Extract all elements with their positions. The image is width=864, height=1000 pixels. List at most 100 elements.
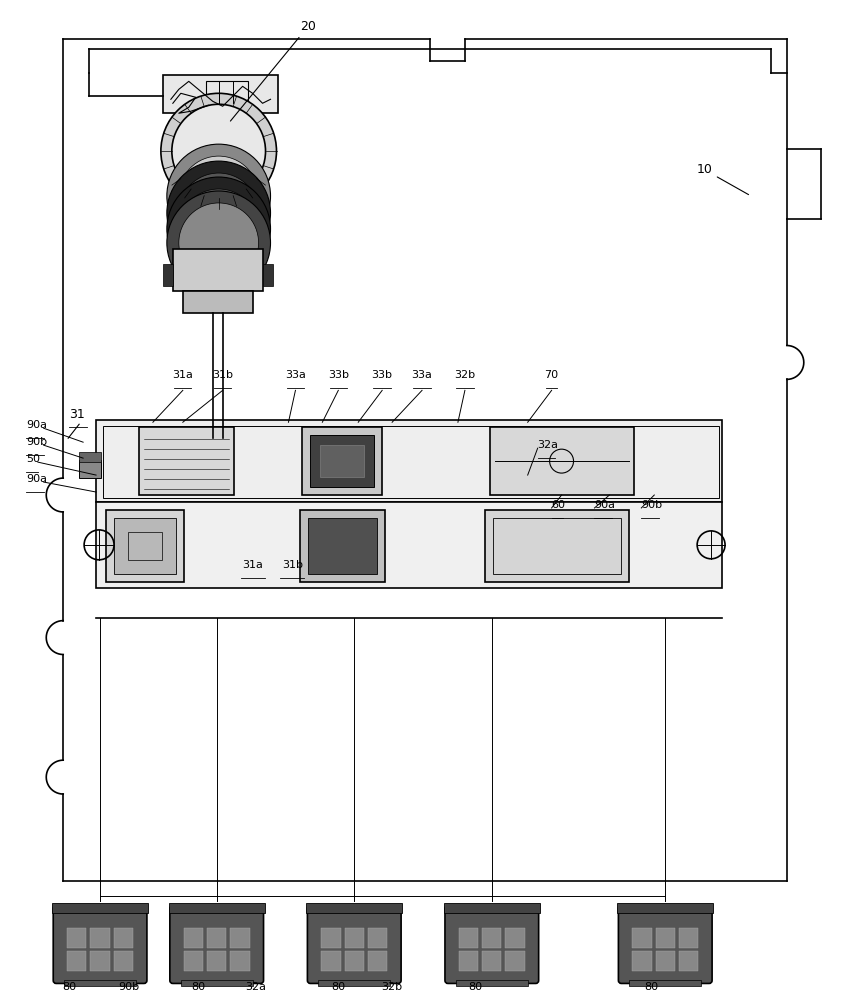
- Text: 31a: 31a: [242, 560, 263, 570]
- Bar: [103, 426, 719, 498]
- Bar: [206, 81, 248, 103]
- FancyBboxPatch shape: [619, 906, 712, 983]
- Bar: [139, 427, 233, 495]
- FancyBboxPatch shape: [54, 906, 147, 983]
- Bar: [163, 75, 278, 113]
- Text: 90b: 90b: [118, 982, 140, 992]
- Bar: [183, 291, 252, 313]
- Text: 80: 80: [192, 982, 206, 992]
- Text: 90a: 90a: [594, 500, 615, 510]
- Circle shape: [172, 104, 265, 198]
- Bar: [629, 980, 701, 986]
- Bar: [492, 518, 621, 574]
- Text: 90a: 90a: [26, 420, 48, 430]
- Text: 20: 20: [231, 20, 316, 121]
- Text: 33b: 33b: [372, 370, 392, 380]
- Text: 32b: 32b: [454, 370, 475, 380]
- Circle shape: [179, 156, 258, 236]
- Bar: [67, 951, 86, 971]
- Bar: [163, 264, 173, 286]
- Bar: [307, 903, 402, 913]
- Text: 10: 10: [696, 163, 748, 195]
- Text: 80: 80: [331, 982, 346, 992]
- Circle shape: [167, 161, 270, 265]
- Text: 31: 31: [69, 408, 85, 421]
- Text: 90b: 90b: [26, 437, 48, 447]
- Bar: [302, 427, 382, 495]
- Bar: [168, 903, 264, 913]
- Circle shape: [167, 191, 270, 295]
- Bar: [618, 903, 713, 913]
- Bar: [96, 502, 722, 588]
- Text: 33a: 33a: [411, 370, 433, 380]
- Text: 90b: 90b: [641, 500, 663, 510]
- Bar: [679, 951, 698, 971]
- Text: 90a: 90a: [26, 474, 48, 484]
- Circle shape: [167, 144, 270, 248]
- Bar: [656, 951, 675, 971]
- Bar: [184, 951, 203, 971]
- Bar: [114, 928, 133, 948]
- Bar: [368, 951, 387, 971]
- Bar: [632, 928, 651, 948]
- Bar: [308, 518, 378, 574]
- Bar: [184, 928, 203, 948]
- Bar: [456, 980, 528, 986]
- Text: 32b: 32b: [382, 982, 403, 992]
- Bar: [67, 928, 86, 948]
- Bar: [459, 951, 478, 971]
- FancyBboxPatch shape: [308, 906, 401, 983]
- Bar: [656, 928, 675, 948]
- Text: 32a: 32a: [245, 982, 266, 992]
- Bar: [91, 951, 110, 971]
- Bar: [444, 903, 540, 913]
- Bar: [679, 928, 698, 948]
- Bar: [321, 951, 340, 971]
- Circle shape: [179, 173, 258, 253]
- Bar: [482, 951, 501, 971]
- Bar: [310, 435, 374, 487]
- Bar: [52, 903, 148, 913]
- Bar: [173, 249, 263, 291]
- Text: 31a: 31a: [172, 370, 194, 380]
- Bar: [505, 951, 524, 971]
- Bar: [321, 928, 340, 948]
- Bar: [368, 928, 387, 948]
- Bar: [207, 928, 226, 948]
- Bar: [321, 445, 365, 477]
- Bar: [128, 532, 162, 560]
- Bar: [91, 928, 110, 948]
- Bar: [345, 928, 364, 948]
- Text: 33b: 33b: [327, 370, 349, 380]
- Bar: [114, 951, 133, 971]
- Bar: [263, 264, 272, 286]
- Text: 80: 80: [62, 982, 76, 992]
- Circle shape: [167, 177, 270, 281]
- Bar: [345, 951, 364, 971]
- Text: 70: 70: [544, 370, 559, 380]
- Text: 33a: 33a: [285, 370, 306, 380]
- Bar: [96, 420, 722, 502]
- Circle shape: [179, 203, 258, 283]
- Text: 50: 50: [26, 454, 41, 464]
- Bar: [490, 427, 634, 495]
- Bar: [79, 452, 101, 462]
- Text: 31b: 31b: [282, 560, 303, 570]
- Bar: [114, 518, 176, 574]
- Bar: [505, 928, 524, 948]
- Text: 60: 60: [551, 500, 566, 510]
- FancyBboxPatch shape: [170, 906, 264, 983]
- Bar: [64, 980, 136, 986]
- Bar: [485, 510, 629, 582]
- Bar: [632, 951, 651, 971]
- Bar: [79, 460, 101, 478]
- Bar: [482, 928, 501, 948]
- Circle shape: [179, 189, 258, 269]
- Text: 32a: 32a: [537, 440, 559, 450]
- Text: 31b: 31b: [213, 370, 233, 380]
- Bar: [207, 951, 226, 971]
- Bar: [459, 928, 478, 948]
- Bar: [181, 980, 252, 986]
- Bar: [231, 928, 250, 948]
- FancyBboxPatch shape: [445, 906, 538, 983]
